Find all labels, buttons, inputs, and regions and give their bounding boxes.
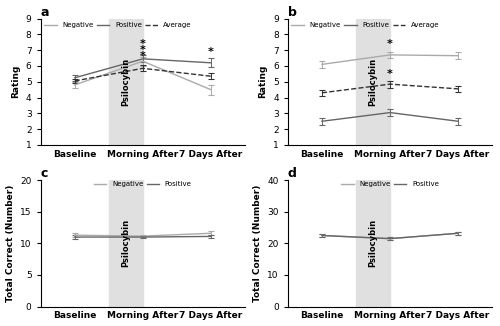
Bar: [356, 19, 390, 145]
Text: *: *: [208, 47, 214, 57]
Text: *: *: [140, 52, 145, 62]
Text: *: *: [140, 45, 145, 55]
Legend: Negative, Positive: Negative, Positive: [341, 181, 439, 187]
Text: *: *: [387, 69, 393, 79]
Y-axis label: Total Correct (Number): Total Correct (Number): [253, 185, 262, 302]
Text: d: d: [288, 167, 296, 180]
Text: Psilocybin: Psilocybin: [122, 58, 130, 106]
Bar: [108, 180, 143, 306]
Y-axis label: Total Correct (Number): Total Correct (Number): [6, 185, 15, 302]
Bar: [356, 180, 390, 306]
Text: *: *: [387, 39, 393, 49]
Text: *: *: [140, 39, 145, 49]
Y-axis label: Rating: Rating: [258, 65, 268, 98]
Text: a: a: [40, 6, 49, 19]
Legend: Negative, Positive: Negative, Positive: [94, 181, 192, 187]
Text: Psilocybin: Psilocybin: [368, 219, 378, 267]
Bar: [108, 19, 143, 145]
Text: Psilocybin: Psilocybin: [122, 219, 130, 267]
Y-axis label: Rating: Rating: [12, 65, 20, 98]
Legend: Negative, Positive, Average: Negative, Positive, Average: [292, 22, 439, 28]
Legend: Negative, Positive, Average: Negative, Positive, Average: [44, 22, 192, 28]
Text: b: b: [288, 6, 296, 19]
Text: Psilocybin: Psilocybin: [368, 58, 378, 106]
Text: c: c: [40, 167, 48, 180]
